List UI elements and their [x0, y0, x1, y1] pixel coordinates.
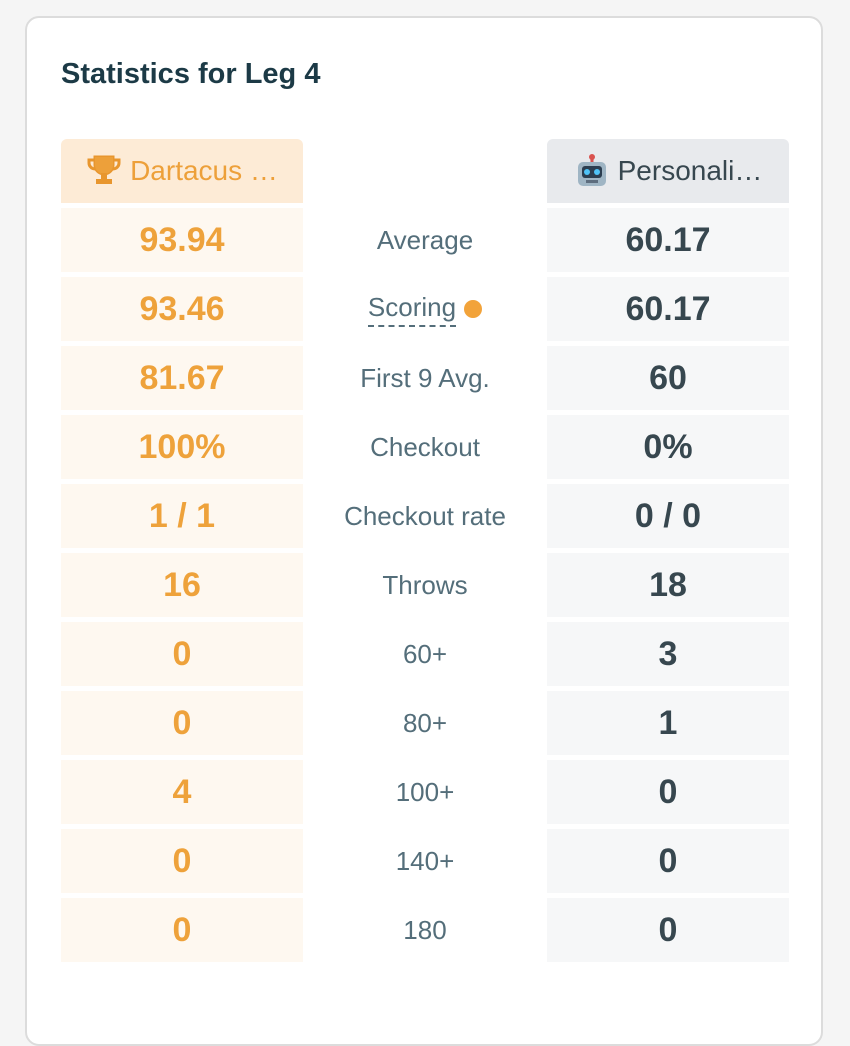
- stats-table: Dartacus … Personali… 93.94 Average 60.17 9…: [61, 139, 789, 962]
- player1-header: Dartacus …: [61, 139, 303, 203]
- player2-value: 0: [547, 760, 789, 824]
- player1-value: 0: [61, 898, 303, 962]
- player2-value: 0%: [547, 415, 789, 479]
- player1-value: 1 / 1: [61, 484, 303, 548]
- player1-value: 93.46: [61, 277, 303, 341]
- player2-value: 60.17: [547, 208, 789, 272]
- info-dot: [464, 300, 483, 318]
- player2-header: Personali…: [547, 139, 789, 203]
- stat-label: First 9 Avg.: [360, 362, 490, 393]
- stat-label: Checkout: [370, 431, 480, 462]
- stat-label: Throws: [382, 569, 468, 600]
- player2-value: 3: [547, 622, 789, 686]
- stat-label: 180: [403, 914, 447, 945]
- player1-value: 100%: [61, 415, 303, 479]
- player1-value: 81.67: [61, 346, 303, 410]
- title: Statistics for Leg 4: [61, 58, 321, 90]
- player1-value: 0: [61, 691, 303, 755]
- stat-label[interactable]: Scoring: [367, 292, 457, 327]
- player2-value: 1: [547, 691, 789, 755]
- stat-label: 60+: [402, 638, 448, 669]
- stat-label-cell: Scoring: [303, 277, 547, 341]
- player2-value: 0: [547, 829, 789, 893]
- robot-icon: [577, 154, 606, 186]
- player2-name: Personali…: [617, 155, 763, 186]
- stat-label: 80+: [402, 707, 448, 738]
- trophy-icon: [87, 155, 121, 184]
- player2-value: 0 / 0: [547, 484, 789, 548]
- player1-value: 93.94: [61, 208, 303, 272]
- player2-value: 60: [547, 346, 789, 410]
- page: Statistics for Leg 4 Dartacus … Personal…: [25, 16, 823, 1046]
- player1-value: 0: [61, 622, 303, 686]
- player2-value: 18: [547, 553, 789, 617]
- player1-value: 4: [61, 760, 303, 824]
- stat-label: 100+: [395, 776, 455, 807]
- player2-value: 0: [547, 898, 789, 962]
- player2-value: 60.17: [547, 277, 789, 341]
- spacer: [303, 139, 547, 203]
- player1-value: 0: [61, 829, 303, 893]
- player1-value: 16: [61, 553, 303, 617]
- player1-name: Dartacus …: [130, 155, 278, 186]
- stat-label: 140+: [395, 845, 455, 876]
- stat-label: Average: [376, 224, 474, 255]
- stat-label: Checkout rate: [344, 500, 506, 531]
